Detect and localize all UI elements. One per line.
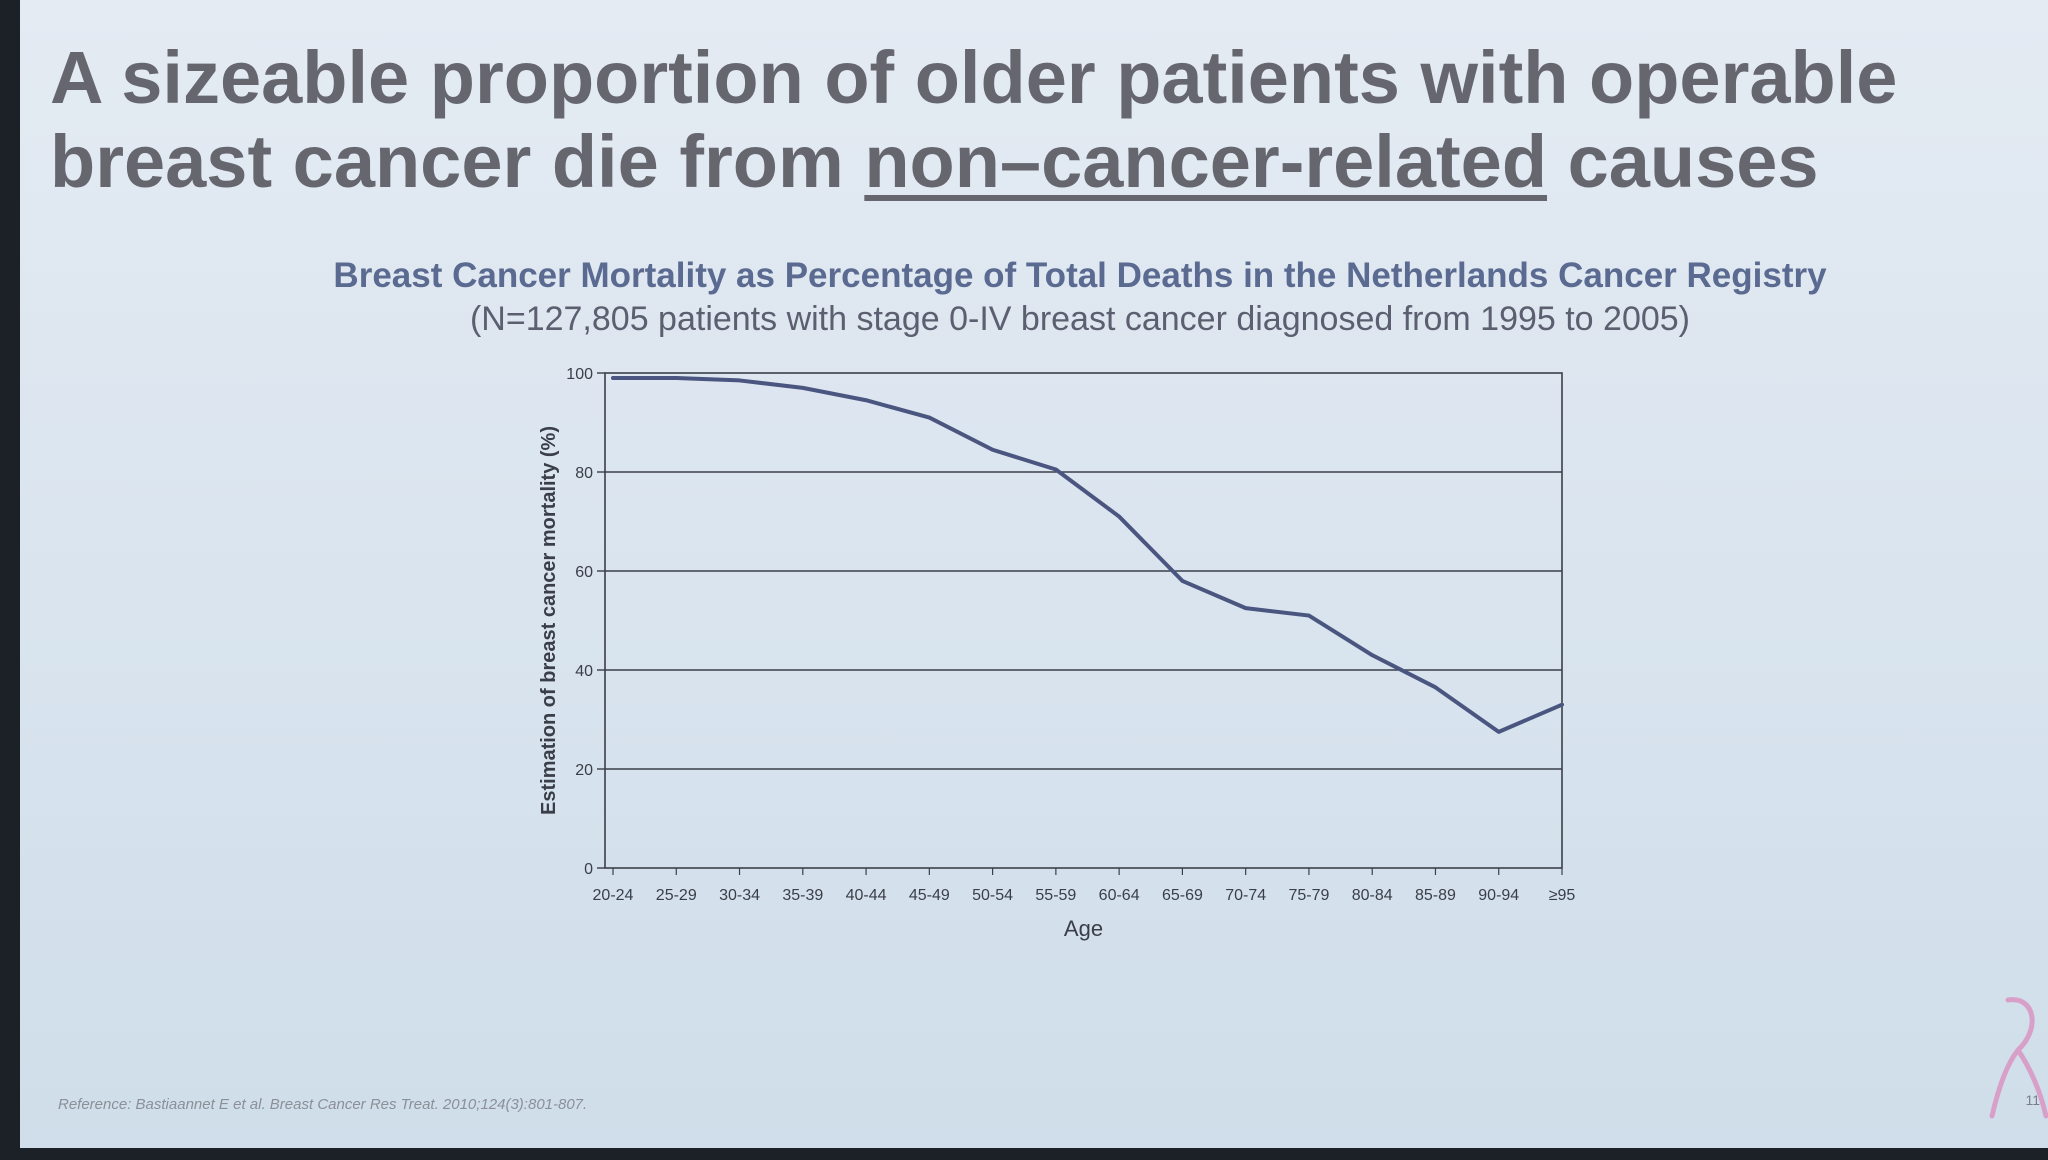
x-tick-label: 35-39 [782,887,823,904]
data-point [1180,579,1185,583]
x-tick-label: 40-44 [846,887,887,904]
data-point [674,376,679,380]
x-tick-label: 85-89 [1415,887,1456,904]
series-line [611,375,1564,734]
page-number: 11 [2025,1092,2040,1108]
data-point [1433,685,1438,690]
y-tick-label: 0 [584,861,593,878]
slide-title-text: A sizeable proportion of older patients … [50,36,1898,203]
x-tick-label: 45-49 [909,887,950,904]
slide-title-end: causes [1547,120,1819,203]
data-point [1307,613,1311,618]
slide-title: A sizeable proportion of older patients … [50,36,2010,204]
x-tick-label: 55-59 [1035,887,1076,904]
x-tick-label: 90-94 [1478,887,1519,904]
data-point [927,415,932,420]
reference-text: Reference: Bastiaannet E et al. Breast C… [58,1096,588,1113]
x-tick-label: 30-34 [719,887,760,904]
x-tick-label: 75-79 [1288,887,1329,904]
x-tick-label: 60-64 [1099,887,1140,904]
data-point [737,378,742,383]
y-tick-label: 60 [575,564,593,581]
x-tick-label: 50-54 [972,887,1013,904]
slide-title-underlined: non–cancer-related [864,120,1548,203]
y-tick-label: 80 [575,465,593,482]
x-tick-label: 70-74 [1225,887,1266,904]
data-point [990,447,995,452]
chart-subtitle: (N=127,805 patients with stage 0-IV brea… [469,300,1691,338]
data-point [1243,606,1248,610]
x-tick-label: 80-84 [1352,887,1393,904]
data-point [1496,730,1501,734]
data-point [1370,653,1374,657]
x-tick-label: 65-69 [1162,887,1203,904]
data-point [1117,514,1121,519]
pink-ribbon-icon [1989,997,2048,1119]
data-point [1054,467,1058,472]
data-point [1560,702,1564,707]
slide: A sizeable proportion of older patients … [20,0,2048,1148]
x-axis-label: Age [1064,916,1103,941]
y-tick-label: 40 [575,663,593,680]
x-tick-label: 25-29 [656,887,697,904]
y-tick-label: 100 [566,366,593,383]
chart-title: Breast Cancer Mortality as Percentage of… [333,256,1827,295]
plot-area [604,372,1563,869]
y-tick-label: 20 [575,762,593,779]
data-point [611,376,615,380]
x-tick-label: 20-24 [593,887,634,904]
chart: 0 20 40 60 80 100 20-24 25-29 30-34 35-39 40-44 45-… [538,366,1576,941]
x-tick-label: ≥95 [1549,887,1576,904]
data-point [801,386,805,390]
y-axis-label: Estimation of breast cancer mortality (%… [538,426,560,815]
data-point [864,398,868,403]
